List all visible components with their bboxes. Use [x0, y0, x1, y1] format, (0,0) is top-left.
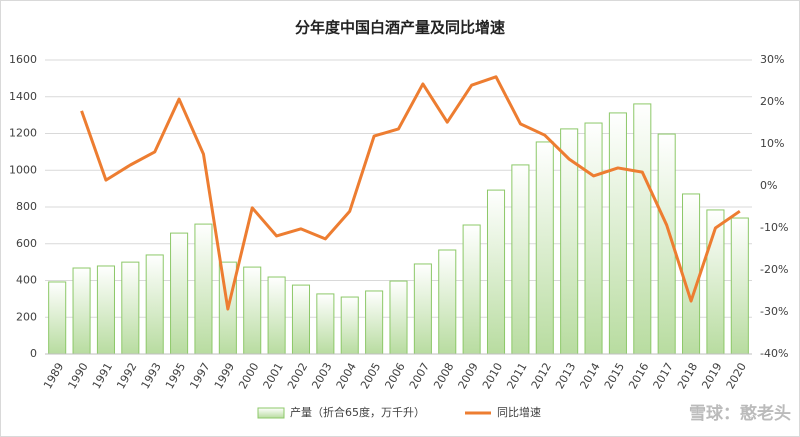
- watermark: 雪球：憨老头: [689, 403, 791, 424]
- y2-tick-label: 10%: [760, 137, 784, 150]
- chart-title: 分年度中国白酒产量及同比增速: [295, 19, 505, 37]
- bar: [145, 254, 164, 355]
- y-tick-label: 1600: [9, 53, 37, 66]
- bar: [462, 224, 481, 355]
- y2-tick-label: -40%: [760, 347, 788, 360]
- legend-swatch: [257, 407, 285, 419]
- y2-tick-label: -30%: [760, 305, 788, 318]
- y-tick-label: 400: [16, 274, 37, 287]
- bar: [316, 293, 335, 355]
- bar: [121, 261, 140, 355]
- bar: [608, 112, 627, 355]
- bar: [633, 103, 652, 355]
- bar: [291, 284, 311, 355]
- y-tick-label: 600: [16, 237, 37, 250]
- bar: [96, 265, 115, 355]
- bar: [72, 267, 91, 355]
- y2-tick-label: -10%: [760, 221, 788, 234]
- y-tick-label: 0: [30, 347, 37, 360]
- y2-tick-label: -20%: [760, 263, 788, 276]
- bar: [243, 266, 262, 355]
- line: [80, 75, 741, 311]
- y2-tick-label: 0%: [760, 179, 777, 192]
- bar: [730, 217, 749, 355]
- y-tick-label: 1000: [9, 163, 37, 176]
- y-tick-label: 800: [16, 200, 37, 213]
- bar: [584, 122, 603, 355]
- bar: [194, 223, 213, 355]
- y-tick-label: 1400: [9, 90, 37, 103]
- y-tick-label: 1200: [9, 127, 37, 140]
- bar: [486, 189, 506, 355]
- y2-tick-label: 30%: [760, 53, 784, 66]
- bar: [511, 164, 530, 355]
- legend-label: 产量（折合65度，万千升）: [290, 405, 425, 419]
- bar: [535, 141, 554, 355]
- bar: [267, 276, 286, 355]
- bar: [682, 193, 701, 355]
- legend-label: 同比增速: [497, 405, 541, 419]
- bar: [389, 280, 408, 355]
- y-tick-label: 200: [16, 310, 37, 323]
- bar: [340, 296, 359, 355]
- y2-tick-label: 20%: [760, 95, 784, 108]
- bar: [170, 232, 189, 355]
- bar: [413, 263, 432, 355]
- bar: [48, 281, 67, 355]
- bar: [438, 249, 457, 355]
- bar: [365, 290, 384, 355]
